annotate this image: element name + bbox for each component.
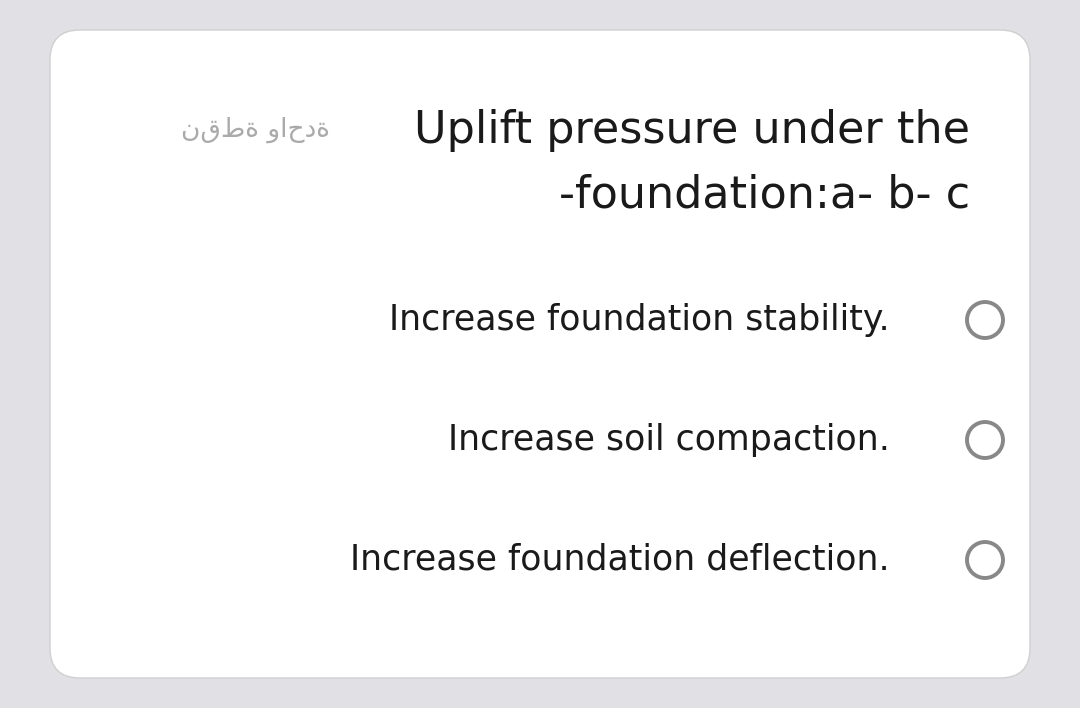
Circle shape	[967, 302, 1003, 338]
Circle shape	[967, 542, 1003, 578]
Text: Increase foundation deflection.: Increase foundation deflection.	[350, 543, 890, 577]
Text: Increase soil compaction.: Increase soil compaction.	[448, 423, 890, 457]
Text: نقطة واحدة: نقطة واحدة	[181, 117, 330, 143]
Text: Uplift pressure under the: Uplift pressure under the	[414, 108, 970, 152]
Text: -foundation:a- b- c: -foundation:a- b- c	[558, 173, 970, 217]
FancyBboxPatch shape	[50, 30, 1030, 678]
Circle shape	[967, 422, 1003, 458]
Text: Increase foundation stability.: Increase foundation stability.	[390, 303, 890, 337]
